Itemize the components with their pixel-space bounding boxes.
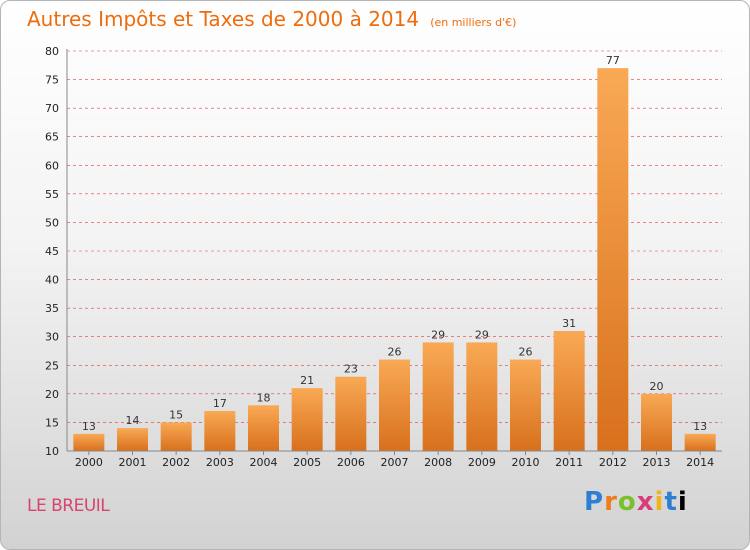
data-label: 26	[519, 346, 533, 359]
x-tick-label: 2004	[250, 456, 278, 469]
x-tick-label: 2008	[424, 456, 452, 469]
y-tick-label: 10	[45, 445, 59, 458]
y-tick-label: 45	[45, 245, 59, 258]
y-tick-label: 55	[45, 188, 59, 201]
y-tick-label: 60	[45, 159, 59, 172]
logo-letter: i	[654, 487, 665, 517]
chart-title-row: Autres Impôts et Taxes de 2000 à 2014 (e…	[27, 7, 516, 31]
axis-layer: 10 15 20 25 30 35 40 45 50 55 60 65 70 75 80 2000 2001 20…	[45, 45, 722, 469]
chart-title: Autres Impôts et Taxes de 2000 à 2014	[27, 7, 420, 31]
data-label: 29	[475, 328, 489, 341]
data-label: 18	[257, 391, 271, 404]
bar-2003	[204, 411, 236, 451]
bar-2012	[597, 68, 629, 452]
logo-letter: i	[677, 487, 688, 517]
proxiti-logo: Proxiti	[584, 487, 688, 517]
y-tick-label: 20	[45, 388, 59, 401]
logo-letter: r	[604, 487, 618, 517]
logo-letter: o	[617, 487, 637, 517]
bar-2000	[73, 433, 105, 451]
x-tick-label: 2001	[119, 456, 147, 469]
bar-2002	[160, 422, 192, 451]
data-label: 21	[300, 374, 314, 387]
bar-2006	[335, 376, 367, 451]
bar-2009	[466, 342, 498, 451]
bar-2008	[422, 342, 454, 451]
x-tick-label: 2012	[599, 456, 627, 469]
labels-layer: 13 14 15 17 18 21 23 26 29 29 26 31 77 20 13	[82, 54, 707, 433]
grid-layer	[67, 50, 722, 423]
bar-2013	[641, 393, 672, 451]
bar-2007	[379, 359, 410, 451]
y-tick-label: 80	[45, 45, 59, 58]
y-tick-label: 75	[45, 74, 59, 87]
bar-2005	[291, 388, 323, 451]
y-tick-label: 15	[45, 416, 59, 429]
y-tick-label: 50	[45, 216, 59, 229]
x-tick-label: 2014	[686, 456, 714, 469]
y-tick-label: 30	[45, 331, 59, 344]
data-label: 26	[388, 346, 402, 359]
x-tick-label: 2007	[381, 456, 409, 469]
x-tick-label: 2013	[643, 456, 671, 469]
data-label: 29	[431, 328, 445, 341]
commune-name: LE BREUIL	[27, 496, 110, 516]
logo-letter: x	[636, 487, 655, 517]
bar-2014	[684, 433, 716, 451]
data-label: 13	[82, 420, 96, 433]
data-label: 15	[169, 408, 183, 421]
data-label: 31	[562, 317, 576, 330]
bar-2011	[553, 331, 585, 451]
data-label: 20	[650, 380, 664, 393]
bar-2010	[510, 359, 541, 451]
x-tick-label: 2002	[162, 456, 190, 469]
y-tick-label: 40	[45, 274, 59, 287]
x-tick-label: 2000	[75, 456, 103, 469]
x-tick-label: 2011	[555, 456, 583, 469]
logo-letter: t	[664, 487, 678, 517]
data-label: 13	[693, 420, 707, 433]
y-tick-label: 35	[45, 302, 59, 315]
data-label: 14	[126, 414, 140, 427]
x-tick-label: 2006	[337, 456, 365, 469]
x-tick-label: 2005	[293, 456, 321, 469]
logo-letter: P	[584, 487, 605, 517]
chart-subtitle: (en milliers d'€)	[430, 16, 517, 29]
y-tick-label: 70	[45, 102, 59, 115]
data-label: 17	[213, 397, 227, 410]
y-tick-label: 25	[45, 359, 59, 372]
bars-layer	[73, 68, 716, 452]
bar-2004	[248, 405, 279, 451]
x-tick-label: 2009	[468, 456, 496, 469]
data-label: 23	[344, 363, 358, 376]
y-tick-label: 65	[45, 131, 59, 144]
data-label: 77	[606, 54, 620, 67]
x-tick-label: 2010	[512, 456, 540, 469]
bar-2001	[117, 428, 148, 451]
x-tick-label: 2003	[206, 456, 234, 469]
